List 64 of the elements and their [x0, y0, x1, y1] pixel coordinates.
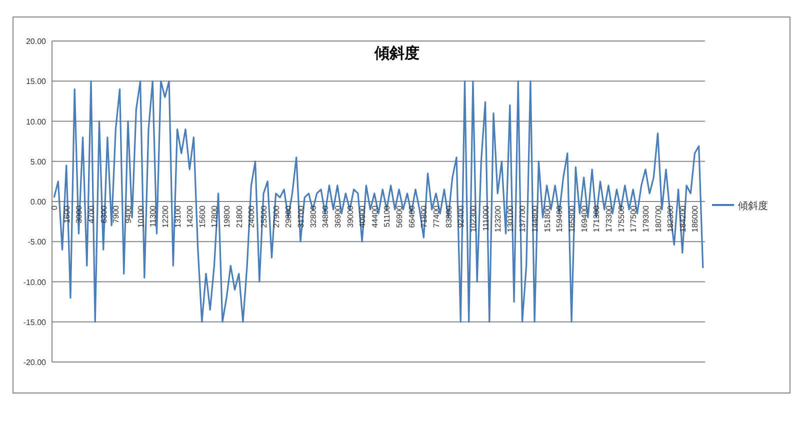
x-tick-label: 144800: [530, 204, 540, 232]
x-tick-label: 180700: [654, 204, 663, 232]
legend-label: 傾斜度: [738, 200, 768, 212]
y-tick-label: 20.00: [26, 37, 47, 46]
x-tick-label: 171300: [592, 204, 602, 232]
x-tick-label: 40900: [358, 204, 368, 228]
x-tick-label: 165800: [568, 204, 577, 232]
y-tick-label: -5.00: [28, 238, 47, 247]
y-tick-label: 10.00: [26, 117, 47, 126]
x-tick-label: 102300: [468, 204, 478, 232]
x-tick-label: 24000: [247, 204, 256, 228]
y-tick-label: -15.00: [23, 318, 47, 327]
x-tick-label: 56900: [395, 204, 404, 228]
x-tick-label: 123200: [494, 204, 503, 232]
x-tick-label: 31700: [296, 204, 306, 228]
x-tick-label: 10100: [136, 204, 146, 228]
x-tick-label: 29800: [284, 204, 294, 228]
x-tick-label: 11300: [148, 204, 158, 228]
y-tick-label: 0.00: [30, 198, 47, 206]
x-tick-label: 159400: [555, 204, 564, 232]
x-tick-label: 15600: [198, 204, 207, 228]
x-tick-label: 186000: [690, 204, 700, 232]
x-tick-label: 184200: [678, 204, 688, 232]
x-tick-label: 9400: [124, 204, 133, 224]
x-tick-label: 51100: [382, 204, 392, 228]
x-tick-label: 92400: [456, 204, 466, 228]
x-tick-label: 6300: [99, 204, 108, 224]
x-tick-label: 19800: [222, 204, 232, 228]
y-tick-label: -20.00: [23, 358, 47, 367]
x-tick-label: 44400: [370, 204, 380, 228]
x-tick-label: 137700: [518, 204, 528, 232]
y-tick-label: -10.00: [23, 278, 47, 287]
x-tick-label: 12200: [160, 204, 170, 228]
x-tick-label: 7900: [112, 204, 121, 224]
x-tick-label: 39000: [346, 204, 355, 228]
x-tick-label: 130100: [506, 204, 515, 232]
x-tick-label: 66400: [407, 204, 416, 228]
x-tick-label: 32800: [308, 204, 318, 228]
x-tick-label: 182300: [666, 204, 676, 232]
x-tick-label: 21800: [234, 204, 244, 228]
x-tick-label: 177500: [629, 204, 638, 232]
x-tick-label: 17800: [210, 204, 220, 228]
y-tick-label: 5.00: [30, 157, 47, 166]
x-tick-label: 175500: [616, 204, 626, 232]
x-tick-label: 27900: [272, 204, 281, 228]
x-tick-label: 179300: [641, 204, 650, 232]
x-tick-label: 36900: [333, 204, 342, 228]
x-tick-label: 71800: [420, 204, 429, 228]
x-tick-label: 14200: [186, 204, 195, 228]
x-tick-label: 173300: [604, 204, 614, 232]
x-tick-label: 77400: [432, 204, 441, 228]
chart-title: 傾斜度: [374, 44, 420, 62]
x-tick-label: 151800: [542, 204, 552, 232]
x-tick-label: 25500: [260, 204, 269, 228]
x-tick-label: 111000: [481, 204, 490, 232]
x-tick-label: 0: [50, 204, 60, 210]
x-tick-label: 3000: [74, 204, 84, 224]
x-tick-label: 34800: [321, 204, 330, 228]
y-tick-label: 15.00: [26, 77, 47, 86]
x-tick-label: 13100: [173, 204, 182, 228]
x-tick-label: 4700: [87, 204, 96, 224]
x-tick-label: 83800: [444, 204, 454, 228]
x-tick-label: 1600: [62, 204, 72, 224]
x-tick-label: 169400: [580, 204, 589, 232]
